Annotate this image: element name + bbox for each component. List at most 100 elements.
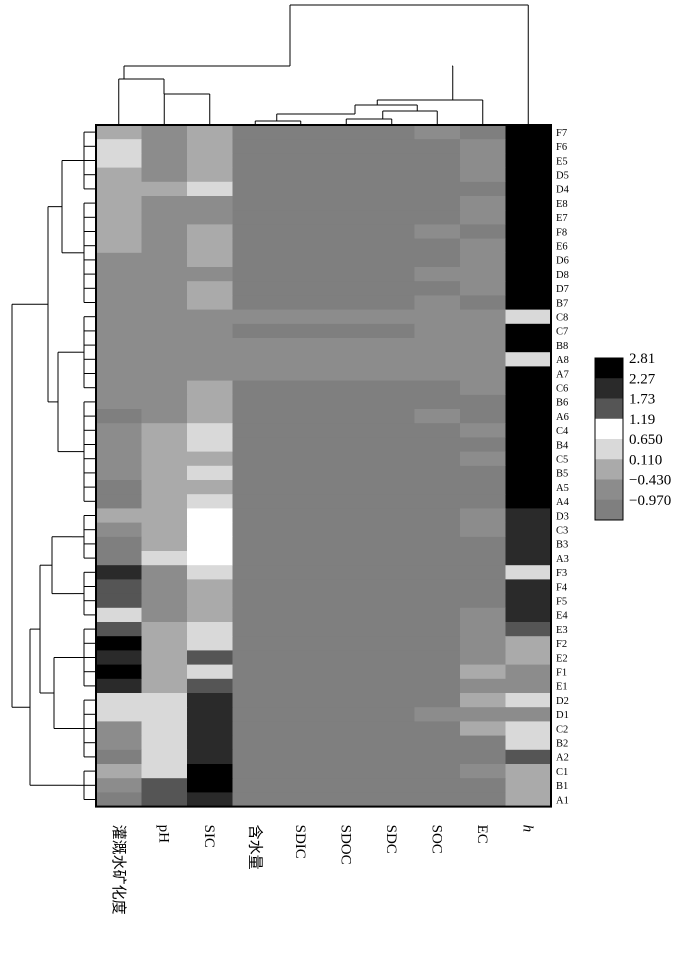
heatmap-cell-B1-6 bbox=[323, 778, 370, 793]
column-label-6: SDOC bbox=[337, 825, 353, 865]
legend-swatch-3 bbox=[595, 398, 623, 420]
heatmap-cell-E4-5 bbox=[278, 607, 324, 623]
heatmap-cell-B2-5 bbox=[278, 735, 324, 751]
heatmap-cell-D1-2 bbox=[141, 707, 188, 722]
heatmap-cell-F4-7 bbox=[369, 579, 415, 594]
heatmap-cell-A1-3 bbox=[187, 792, 233, 807]
heatmap-cell-C2-6 bbox=[323, 721, 370, 736]
heatmap-cell-E5-3 bbox=[187, 153, 233, 168]
heatmap-cell-B5-7 bbox=[369, 465, 415, 481]
column-label-4: 含水量 bbox=[246, 825, 263, 870]
heatmap-cell-B3-4 bbox=[232, 536, 279, 552]
heatmap-cell-F1-2 bbox=[141, 664, 188, 680]
heatmap-cell-F2-4 bbox=[232, 636, 279, 651]
heatmap-cell-F8-1 bbox=[96, 224, 142, 239]
heatmap-cell-F8-10 bbox=[505, 224, 552, 239]
heatmap-cell-A1-2 bbox=[141, 792, 188, 807]
heatmap-cell-E5-10 bbox=[505, 153, 552, 168]
heatmap-cell-B3-10 bbox=[505, 536, 552, 552]
heatmap-cell-E6-5 bbox=[278, 238, 324, 254]
legend-tick-1: 2.81 bbox=[629, 351, 655, 367]
heatmap-cell-C4-2 bbox=[141, 423, 188, 438]
heatmap-cell-A1-6 bbox=[323, 792, 370, 807]
heatmap-cell-A2-9 bbox=[460, 749, 506, 765]
heatmap-cell-D4-9 bbox=[460, 181, 506, 197]
heatmap-cell-A8-7 bbox=[369, 352, 415, 367]
heatmap-cell-F6-10 bbox=[505, 139, 552, 154]
heatmap-cell-E7-1 bbox=[96, 210, 142, 225]
heatmap-cell-A3-6 bbox=[323, 551, 370, 566]
heatmap-cell-E4-10 bbox=[505, 607, 552, 623]
heatmap-cell-A3-9 bbox=[460, 551, 506, 566]
heatmap-cell-B1-4 bbox=[232, 778, 279, 793]
heatmap-cell-D1-7 bbox=[369, 707, 415, 722]
row-label-A6: A6 bbox=[556, 412, 569, 423]
legend-swatch-2 bbox=[595, 378, 623, 399]
heatmap-cell-F7-5 bbox=[278, 125, 324, 140]
heatmap-cell-F3-5 bbox=[278, 565, 324, 580]
heatmap-cell-A5-10 bbox=[505, 480, 552, 495]
heatmap-cell-C8-6 bbox=[323, 309, 370, 325]
heatmap-cell-F2-3 bbox=[187, 636, 233, 651]
heatmap-cell-C6-2 bbox=[141, 380, 188, 396]
heatmap-cell-A7-7 bbox=[369, 366, 415, 381]
heatmap-cell-D5-2 bbox=[141, 167, 188, 183]
heatmap-cell-B3-5 bbox=[278, 536, 324, 552]
heatmap-cell-E4-9 bbox=[460, 607, 506, 623]
heatmap-cell-F3-7 bbox=[369, 565, 415, 580]
heatmap-cell-A3-3 bbox=[187, 551, 233, 566]
heatmap-cell-D2-7 bbox=[369, 693, 415, 708]
row-label-F8: F8 bbox=[556, 227, 567, 238]
heatmap-cell-C8-9 bbox=[460, 309, 506, 325]
heatmap-cell-B8-3 bbox=[187, 338, 233, 353]
heatmap-cell-A8-9 bbox=[460, 352, 506, 367]
heatmap-cell-E1-10 bbox=[505, 678, 552, 694]
heatmap-cell-D7-7 bbox=[369, 281, 415, 296]
heatmap-cell-A4-2 bbox=[141, 494, 188, 509]
heatmap-cell-E1-1 bbox=[96, 678, 142, 694]
column-dendrogram bbox=[118, 4, 529, 125]
heatmap-cell-E2-6 bbox=[323, 650, 370, 665]
heatmap-cell-F4-6 bbox=[323, 579, 370, 594]
heatmap-cell-F5-4 bbox=[232, 593, 279, 609]
heatmap-cell-D3-2 bbox=[141, 508, 188, 523]
heatmap-cell-D8-2 bbox=[141, 267, 188, 282]
heatmap-cell-D3-7 bbox=[369, 508, 415, 523]
heatmap-cell-C8-8 bbox=[414, 309, 461, 325]
heatmap-cell-F8-7 bbox=[369, 224, 415, 239]
heatmap-cell-D1-5 bbox=[278, 707, 324, 722]
heatmap-cell-B5-8 bbox=[414, 465, 461, 481]
heatmap-cell-C3-7 bbox=[369, 522, 415, 538]
heatmap-cell-D8-8 bbox=[414, 267, 461, 282]
heatmap-cell-F1-1 bbox=[96, 664, 142, 680]
heatmap-cell-C4-1 bbox=[96, 423, 142, 438]
heatmap-cell-B4-2 bbox=[141, 437, 188, 452]
heatmap-cell-C2-9 bbox=[460, 721, 506, 736]
legend-tick-6: 0.110 bbox=[629, 452, 662, 468]
heatmap-cell-F6-5 bbox=[278, 139, 324, 154]
heatmap-cell-E5-7 bbox=[369, 153, 415, 168]
heatmap-cell-A8-1 bbox=[96, 352, 142, 367]
heatmap-cell-F7-1 bbox=[96, 125, 142, 140]
heatmap-cell-B8-8 bbox=[414, 338, 461, 353]
heatmap-cell-E7-10 bbox=[505, 210, 552, 225]
heatmap-cell-B2-9 bbox=[460, 735, 506, 751]
heatmap-cell-D3-5 bbox=[278, 508, 324, 523]
heatmap-cell-A7-2 bbox=[141, 366, 188, 381]
heatmap-cell-D8-6 bbox=[323, 267, 370, 282]
heatmap-frame bbox=[95, 124, 552, 808]
heatmap-cell-D2-3 bbox=[187, 693, 233, 708]
heatmap-cell-B8-9 bbox=[460, 338, 506, 353]
heatmap-cell-C2-3 bbox=[187, 721, 233, 736]
heatmap-cell-F2-5 bbox=[278, 636, 324, 651]
heatmap-cell-A6-8 bbox=[414, 409, 461, 424]
heatmap-cell-F1-7 bbox=[369, 664, 415, 680]
heatmap-cell-D7-9 bbox=[460, 281, 506, 296]
heatmap-cell-B2-4 bbox=[232, 735, 279, 751]
heatmap-cell-A5-5 bbox=[278, 480, 324, 495]
heatmap-cell-B2-7 bbox=[369, 735, 415, 751]
heatmap-cell-E8-10 bbox=[505, 196, 552, 211]
legend-frame bbox=[594, 357, 624, 521]
heatmap-cell-C6-5 bbox=[278, 380, 324, 396]
heatmap-cell-F3-10 bbox=[505, 565, 552, 580]
